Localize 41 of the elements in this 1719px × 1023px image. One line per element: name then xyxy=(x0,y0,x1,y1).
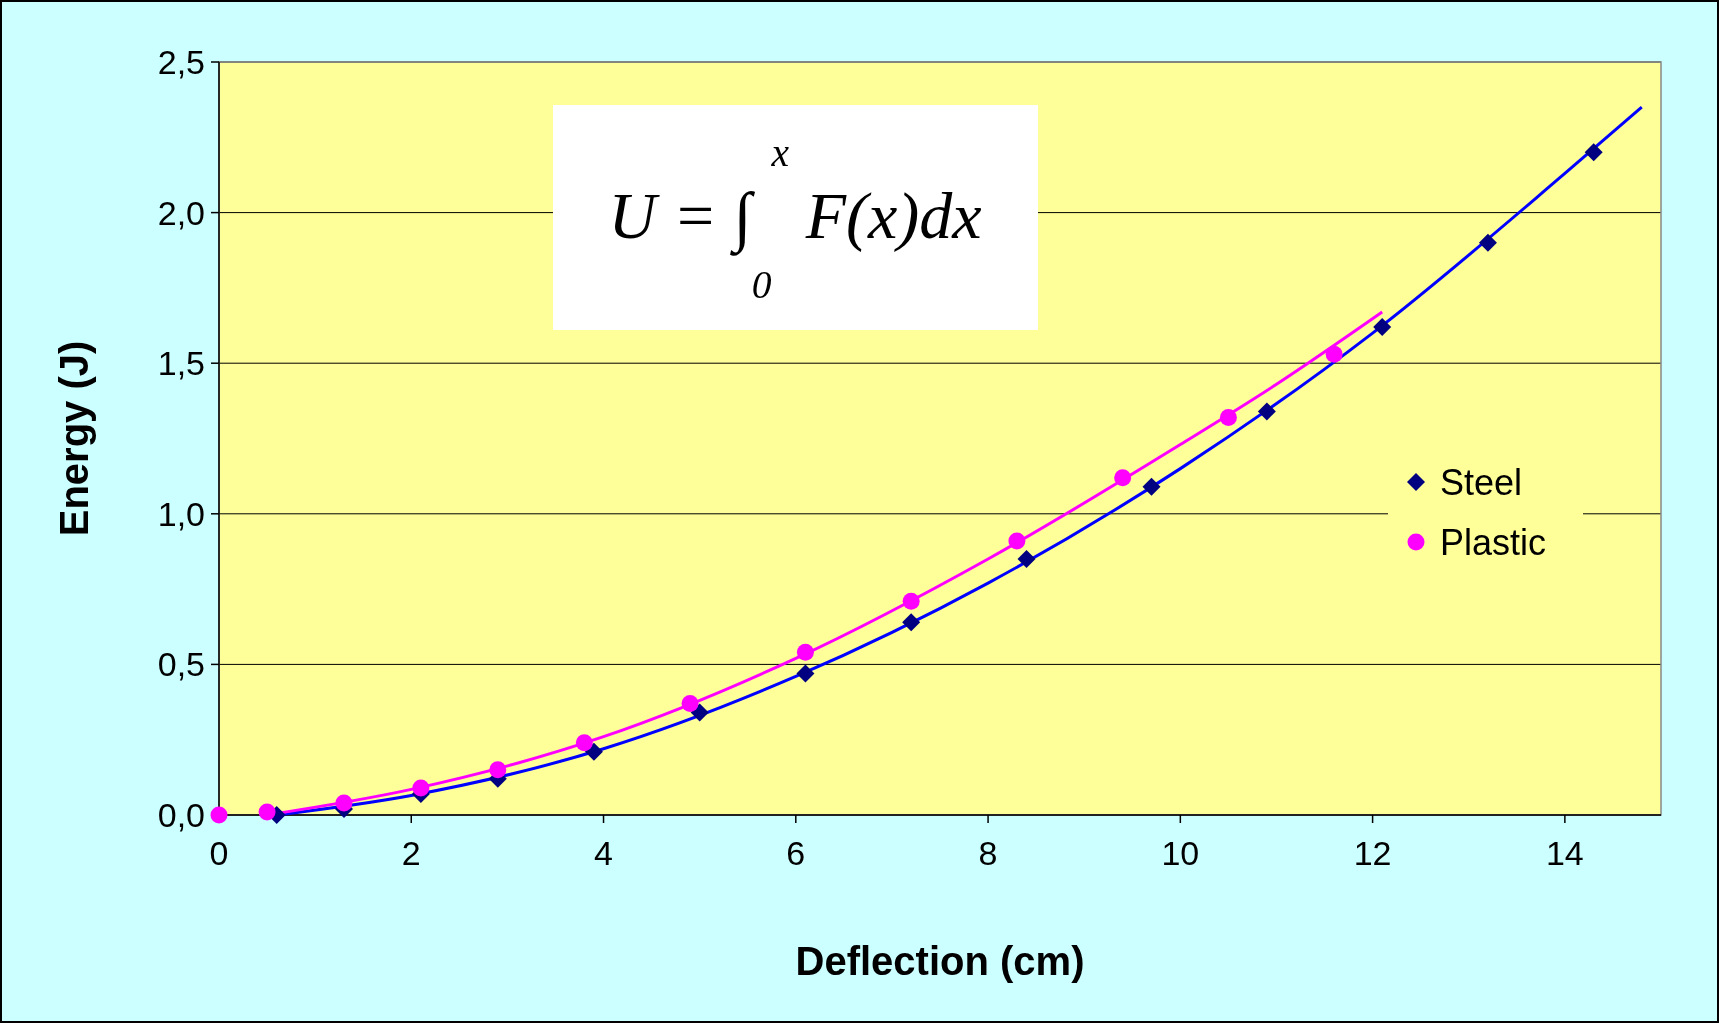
point xyxy=(1257,402,1276,421)
point xyxy=(796,643,814,661)
x-tick-label: 4 xyxy=(594,834,613,872)
y-tick-label: 1,5 xyxy=(157,344,205,383)
y-tick-label: 2,0 xyxy=(157,193,205,232)
point xyxy=(1373,318,1392,337)
point xyxy=(1142,477,1161,496)
point xyxy=(902,592,920,610)
point xyxy=(796,664,815,683)
point xyxy=(258,803,276,821)
point xyxy=(1325,345,1343,363)
legend-label: Steel xyxy=(1440,461,1523,503)
point xyxy=(575,734,593,752)
point xyxy=(902,613,921,632)
point xyxy=(1478,233,1497,252)
x-tick-label: 10 xyxy=(1161,834,1200,872)
y-tick-label: 0,0 xyxy=(157,795,205,834)
point xyxy=(210,806,228,824)
point xyxy=(681,695,699,713)
y-tick-label: 2,5 xyxy=(157,42,205,81)
point xyxy=(584,742,603,761)
legend-label: Plastic xyxy=(1440,521,1547,563)
x-tick-label: 0 xyxy=(209,834,229,872)
point xyxy=(690,703,709,722)
x-tick-label: 14 xyxy=(1545,834,1584,872)
x-tick-label: 8 xyxy=(978,834,998,872)
x-tick-label: 12 xyxy=(1353,834,1392,872)
y-axis-title: Energy (J) xyxy=(52,340,96,537)
point xyxy=(1008,532,1026,550)
point xyxy=(1114,469,1132,487)
y-tick-label: 0,5 xyxy=(157,645,205,684)
point xyxy=(1219,408,1237,426)
x-tick-label: 6 xyxy=(786,834,806,872)
point xyxy=(1584,143,1603,162)
point xyxy=(1017,549,1036,568)
x-axis-title: Deflection (cm) xyxy=(795,939,1085,983)
x-tick-label: 2 xyxy=(401,834,421,872)
point xyxy=(335,794,353,812)
point xyxy=(412,779,430,797)
point xyxy=(489,761,507,779)
y-tick-label: 1,0 xyxy=(157,494,205,533)
